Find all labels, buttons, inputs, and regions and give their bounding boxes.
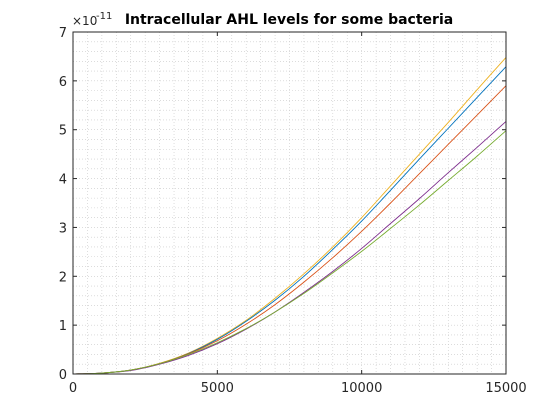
y-tick-labels: 0 1 2 3 4 5 6 7 (59, 26, 67, 383)
axes-box (72, 31, 507, 375)
grid (73, 32, 506, 374)
y-tick-label: 2 (59, 270, 67, 285)
x-tick-label: 15000 (485, 381, 526, 396)
series-group (72, 57, 507, 375)
x-tick-label: 5000 (201, 381, 234, 396)
y-exponent-base: ×10 (72, 14, 97, 28)
y-tick-label: 7 (59, 26, 67, 41)
y-tick-label: 5 (59, 124, 67, 139)
tick-group (72, 31, 507, 375)
y-tick-label: 0 (59, 368, 67, 383)
y-tick-label: 4 (59, 173, 67, 188)
y-tick-label: 3 (59, 221, 67, 236)
x-tick-label: 10000 (341, 381, 382, 396)
x-tick-labels: 0 5000 10000 15000 (69, 381, 527, 396)
y-tick-label: 6 (59, 75, 67, 90)
chart-title: Intracellular AHL levels for some bacter… (125, 12, 453, 28)
y-tick-label: 1 (59, 319, 67, 334)
y-exponent-power: -11 (96, 11, 112, 22)
x-tick-label: 0 (69, 381, 77, 396)
series-line-5 (72, 130, 507, 375)
